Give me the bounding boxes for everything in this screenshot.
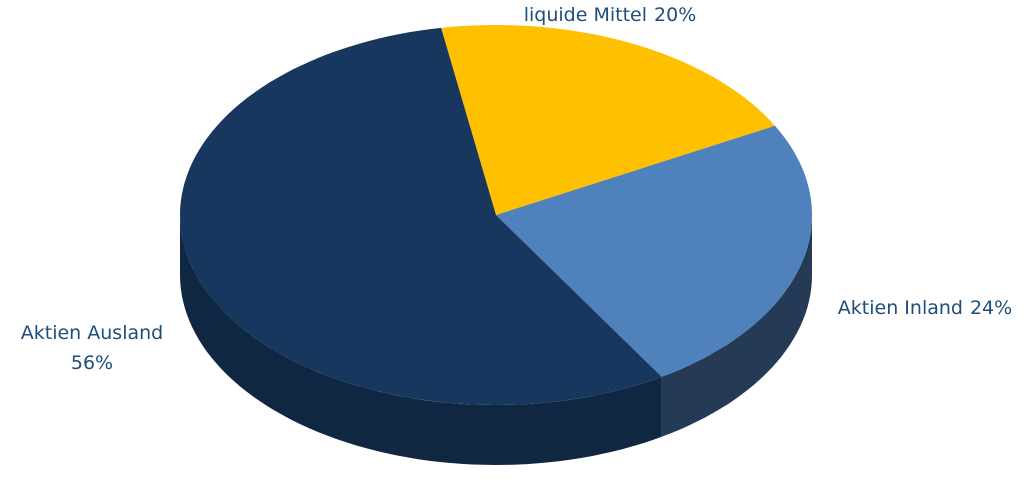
value-label: 56% [71, 352, 113, 374]
data-label: Aktien Ausland 56% [21, 322, 163, 374]
category-label: liquide Mittel [524, 4, 647, 26]
slice-side [661, 215, 812, 437]
slice [496, 125, 812, 377]
slice [441, 25, 775, 215]
slice [180, 27, 662, 406]
value-label: 20% [654, 4, 696, 26]
value-label: 24% [970, 297, 1012, 319]
category-label: Aktien Inland [838, 297, 963, 319]
data-label: Aktien Inland 24% [838, 297, 1012, 319]
slice-side [180, 215, 662, 465]
data-label: liquide Mittel 20% [524, 4, 697, 26]
category-label: Aktien Ausland [21, 322, 163, 344]
